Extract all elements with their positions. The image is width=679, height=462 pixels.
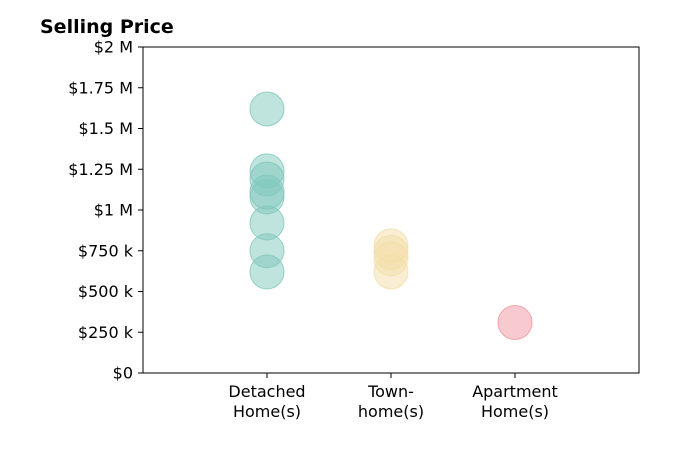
y-tick-label: $500 k [78,282,134,301]
chart-title: Selling Price [40,16,174,38]
plot-frame [142,46,640,374]
y-tick-label: $750 k [78,241,134,260]
data-points [249,91,533,340]
data-point [497,304,533,340]
x-tick-label: home(s) [358,402,424,421]
x-tick-label: Apartment [472,382,558,401]
y-tick-label: $0 [113,364,133,383]
x-tick-label: Home(s) [233,402,301,421]
y-tick-label: $250 k [78,323,134,342]
x-tick-label: Detached [228,382,305,401]
data-point [373,254,409,290]
y-tick-label: $2 M [94,38,133,57]
y-tick-label: $1.25 M [68,160,133,179]
y-tick-label: $1.5 M [78,119,133,138]
x-tick-label: Town- [367,382,414,401]
y-tick-label: $1.75 M [68,78,133,97]
x-tick-label: Home(s) [481,402,549,421]
data-point [249,254,285,290]
y-axis: $0 $250 k $500 k $750 k $1 M $1.25 M $1.5 M $1.… [68,38,143,383]
x-axis: DetachedHome(s)Town-home(s)ApartmentHome… [228,373,558,421]
y-tick-label: $1 M [94,201,133,220]
data-point [249,91,285,127]
